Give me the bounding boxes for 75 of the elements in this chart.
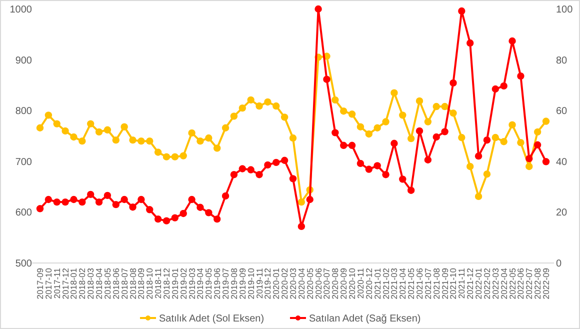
- y2-tick-label: 60: [556, 106, 568, 118]
- x-tick-label: 2017-12: [60, 268, 70, 300]
- x-tick-label: 2021-11: [456, 268, 467, 299]
- x-tick-label: 2020-02: [280, 268, 290, 300]
- y-tick-label: 900: [15, 55, 32, 66]
- x-tick-label: 2021-07: [422, 268, 433, 300]
- x-tick-label: 2018-08: [128, 268, 138, 300]
- x-tick-label: 2021-02: [380, 268, 391, 300]
- x-tick-label: 2022-07: [524, 268, 534, 300]
- x-tick-label: 2018-01: [68, 268, 79, 300]
- x-tick-label: 2022-05: [507, 268, 518, 300]
- x-tick-label: 2022-04: [498, 268, 509, 300]
- x-tick-label: 2022-09: [541, 268, 551, 300]
- x-tick-label: 2022-01: [474, 268, 484, 300]
- x-tick-label: 2020-12: [364, 268, 374, 300]
- x-tick-label: 2019-11: [254, 268, 264, 299]
- x-tick-label: 2019-10: [246, 268, 256, 300]
- x-tick-label: 2020-03: [288, 268, 298, 300]
- y2-tick-label: 20: [556, 208, 568, 219]
- x-tick-label: 2017-10: [43, 268, 54, 300]
- x-tick-label: 2018-12: [162, 268, 172, 300]
- x-tick-label: 2018-03: [86, 268, 96, 300]
- y2-tick-label: 100: [556, 4, 574, 16]
- x-tick-label: 2018-10: [144, 268, 155, 300]
- x-tick-label: 2019-07: [220, 268, 231, 300]
- x-tick-label: 2021-10: [448, 268, 458, 300]
- x-tick-label: 2019-05: [204, 268, 214, 300]
- x-tick-label: 2022-08: [532, 268, 543, 300]
- x-tick-label: 2021-09: [440, 268, 450, 300]
- x-tick-label: 2018-09: [136, 268, 146, 300]
- y2-tick-label: 80: [556, 55, 568, 66]
- x-tick-label: 2019-02: [178, 268, 188, 300]
- x-tick-label: 2019-06: [212, 268, 222, 300]
- x-tick-label: 2020-08: [330, 268, 340, 300]
- x-tick-label: 2021-08: [431, 268, 442, 300]
- x-tick-label: 2018-11: [153, 268, 164, 299]
- x-tick-label: 2019-01: [170, 268, 180, 300]
- y-tick-label: 600: [15, 208, 32, 219]
- x-tick-label: 2019-03: [186, 268, 197, 300]
- x-tick-label: 2018-02: [77, 268, 88, 300]
- legend-label: Satılık Adet (Sol Eksen): [159, 314, 264, 324]
- x-tick-label: 2017-09: [35, 268, 45, 300]
- y-tick-label: 700: [15, 156, 32, 168]
- x-tick-label: 2018-06: [110, 268, 121, 300]
- x-tick-label: 2020-10: [347, 268, 358, 300]
- y-tick-label: 1000: [10, 4, 32, 16]
- x-tick-label: 2021-05: [406, 268, 416, 300]
- y-tick-label: 500: [15, 258, 32, 270]
- x-tick-label: 2019-04: [195, 268, 206, 300]
- x-tick-label: 2021-06: [414, 268, 424, 300]
- x-tick-label: 2020-01: [271, 268, 282, 300]
- y2-tick-label: 40: [556, 156, 568, 168]
- x-tick-label: 2021-04: [398, 268, 408, 300]
- y2-tick-label: 0: [556, 258, 562, 270]
- x-tick-label: 2020-05: [304, 268, 315, 300]
- x-tick-label: 2019-09: [237, 268, 248, 300]
- x-tick-label: 2022-06: [516, 268, 526, 300]
- x-tick-label: 2018-04: [94, 268, 104, 300]
- x-tick-label: 2018-07: [119, 268, 130, 300]
- x-tick-label: 2021-01: [372, 268, 382, 300]
- x-tick-label: 2020-07: [322, 268, 332, 300]
- x-tick-label: 2022-02: [482, 268, 492, 300]
- x-tick-label: 2019-12: [262, 268, 273, 300]
- x-tick-label: 2018-05: [102, 268, 112, 300]
- x-tick-label: 2020-09: [338, 268, 349, 300]
- x-tick-label: 2021-12: [465, 268, 476, 300]
- x-tick-label: 2021-03: [389, 268, 400, 300]
- legend-label: Satılan Adet (Sağ Eksen): [309, 314, 421, 324]
- x-tick-label: 2017-11: [52, 268, 62, 299]
- y-tick-label: 800: [15, 106, 32, 118]
- x-tick-label: 2020-11: [355, 268, 366, 299]
- x-tick-label: 2020-04: [296, 268, 306, 300]
- x-tick-label: 2019-08: [228, 268, 239, 300]
- x-tick-label: 2020-06: [313, 268, 324, 300]
- x-tick-label: 2022-03: [490, 268, 500, 300]
